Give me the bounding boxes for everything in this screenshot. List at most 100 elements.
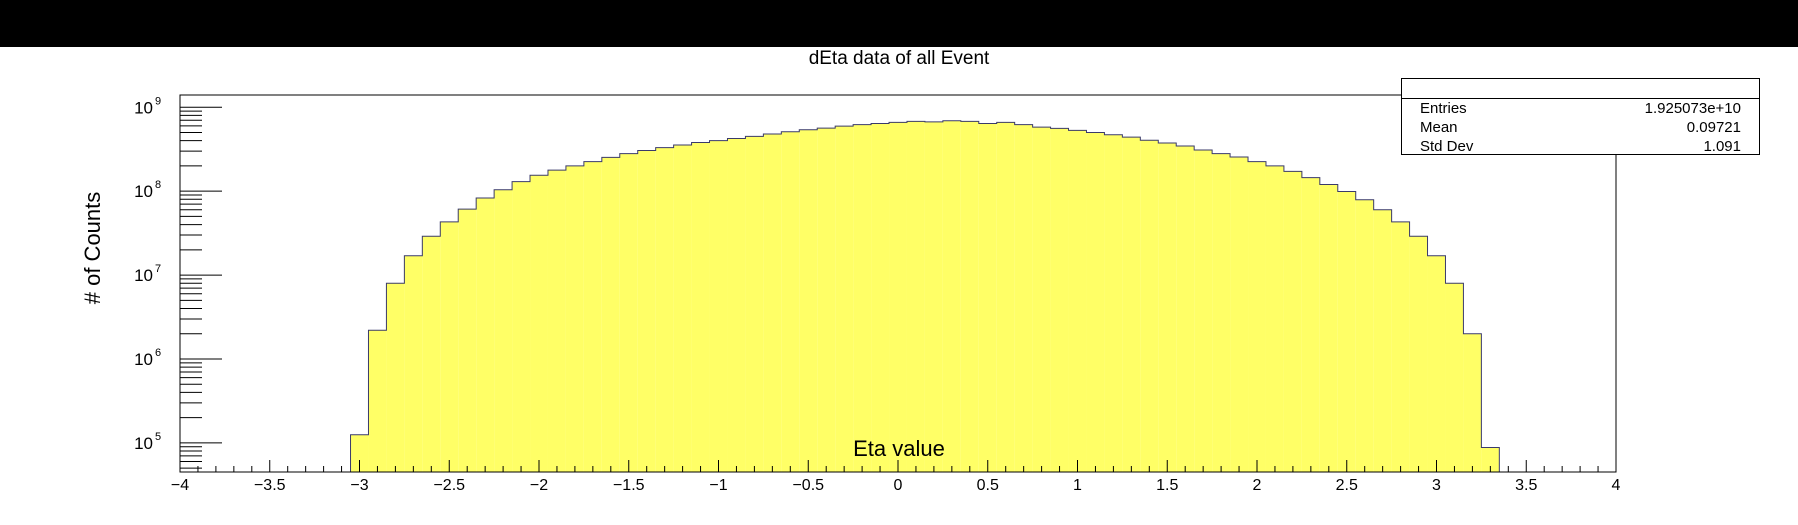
histogram-bar (960, 121, 979, 473)
histogram-bar (1050, 128, 1069, 472)
histogram-bar (942, 120, 961, 472)
x-tick-label: 3.5 (1515, 477, 1537, 494)
histogram-bar (673, 145, 692, 472)
y-tick-label: 10 (134, 182, 153, 201)
y-tick-exponent: 9 (155, 95, 161, 107)
histogram-bar (1355, 199, 1374, 472)
histogram-bar (1068, 130, 1087, 472)
histogram-bar (1176, 146, 1195, 472)
stats-row-mean: Mean 0.09721 (1402, 118, 1759, 137)
x-tick-label: 1.5 (1156, 477, 1178, 494)
histogram-bar (1122, 137, 1141, 472)
histogram-bar (924, 121, 943, 473)
y-axis-label: # of Counts (80, 192, 105, 305)
histogram-bar (530, 175, 548, 473)
histogram-bar (978, 123, 997, 473)
histogram-bar (547, 170, 566, 472)
x-tick-label: −0.5 (792, 477, 824, 494)
histogram-bar (727, 138, 746, 472)
histogram-bar (799, 129, 818, 472)
stats-label: Entries (1420, 100, 1467, 117)
histogram-bar (404, 255, 423, 472)
histogram-bar (422, 236, 441, 472)
x-tick-label: 3 (1432, 477, 1441, 494)
histogram-bar (476, 197, 495, 472)
histogram-bar (745, 136, 764, 472)
x-tick-label: 0.5 (977, 477, 999, 494)
stats-value: 0.09721 (1686, 119, 1741, 136)
histogram-bar (1212, 153, 1231, 472)
plot-canvas: dEta data of all Event −4 −3.5 −3 −2.5 −2 −1.… (0, 47, 1798, 525)
histogram-bar (835, 126, 854, 473)
x-tick-label: −2.5 (433, 477, 465, 494)
histogram-bar (494, 189, 513, 473)
x-tick-label: 2 (1253, 477, 1262, 494)
histogram-bar (1283, 171, 1302, 472)
y-tick-exponent: 7 (155, 263, 161, 275)
histogram-bar (906, 121, 925, 473)
histogram-bar (440, 221, 459, 472)
y-tick-label: 10 (134, 98, 153, 117)
histogram-bar (1409, 236, 1428, 472)
histogram-bar (1445, 283, 1464, 472)
histogram-plot: dEta data of all Event −4 −3.5 −3 −2.5 −2 −1.… (80, 48, 1621, 494)
histogram-bar (1086, 132, 1105, 472)
stats-value: 1.091 (1703, 138, 1741, 155)
histogram-bar (386, 283, 405, 472)
histogram-bar (817, 128, 836, 472)
y-tick-exponent: 5 (155, 431, 161, 443)
y-tick-label: 10 (134, 266, 153, 285)
y-tick-exponent: 8 (155, 179, 161, 191)
stats-row-entries: Entries 1.925073e+10 (1402, 99, 1759, 118)
stats-value: 1.925073e+10 (1644, 100, 1741, 117)
x-tick-label: 0 (894, 477, 903, 494)
histogram-bar (512, 181, 531, 473)
histogram-bar (763, 134, 782, 472)
histogram-bar (1194, 149, 1213, 472)
histogram-bar (637, 150, 656, 472)
histogram-bar (853, 124, 872, 472)
stats-row-stddev: Std Dev 1.091 (1402, 137, 1759, 156)
histogram-bar (1014, 124, 1033, 472)
histogram-bar (1230, 157, 1249, 473)
stats-label: Mean (1420, 119, 1458, 136)
x-tick-label: 2.5 (1336, 477, 1358, 494)
histogram-bar (1032, 127, 1051, 473)
histogram-bar (655, 147, 674, 472)
x-tick-label: −3 (350, 477, 368, 494)
histogram-bar (1265, 165, 1284, 472)
x-tick-label: 1 (1073, 477, 1082, 494)
histogram-bar (871, 123, 890, 473)
histogram-bar (458, 209, 477, 472)
histogram-bar (619, 153, 638, 472)
y-tick-label: 10 (134, 350, 153, 369)
histogram-bar (583, 161, 602, 472)
histogram-bar (1391, 221, 1410, 472)
histogram-bar (1373, 209, 1392, 472)
x-tick-label: −4 (171, 477, 189, 494)
x-tick-label: −2 (530, 477, 548, 494)
chart-title: dEta data of all Event (809, 48, 990, 69)
histogram-bar (565, 165, 584, 472)
histogram-bar (1481, 447, 1500, 472)
x-tick-label: −3.5 (254, 477, 286, 494)
histogram-bar (1248, 161, 1266, 472)
x-tick-label: 4 (1612, 477, 1621, 494)
histogram-bar (781, 131, 800, 472)
y-tick-label: 10 (134, 434, 153, 453)
y-tick-exponent: 6 (155, 347, 161, 359)
stats-box: Entries 1.925073e+10 Mean 0.09721 Std De… (1401, 78, 1760, 155)
histogram-bar (1104, 134, 1123, 472)
histogram-bar (1319, 184, 1338, 472)
histogram-bar (1337, 191, 1356, 472)
x-axis-label: Eta value (853, 436, 945, 461)
histogram-bar (1301, 177, 1320, 472)
stats-label: Std Dev (1420, 138, 1474, 155)
x-tick-label: −1.5 (613, 477, 645, 494)
histogram-bar (368, 330, 387, 472)
histogram-bar (709, 140, 728, 472)
histogram-bar (889, 122, 907, 473)
histogram-outline (350, 120, 1500, 472)
histogram-bar (1427, 255, 1446, 472)
stats-box-header (1402, 79, 1759, 99)
